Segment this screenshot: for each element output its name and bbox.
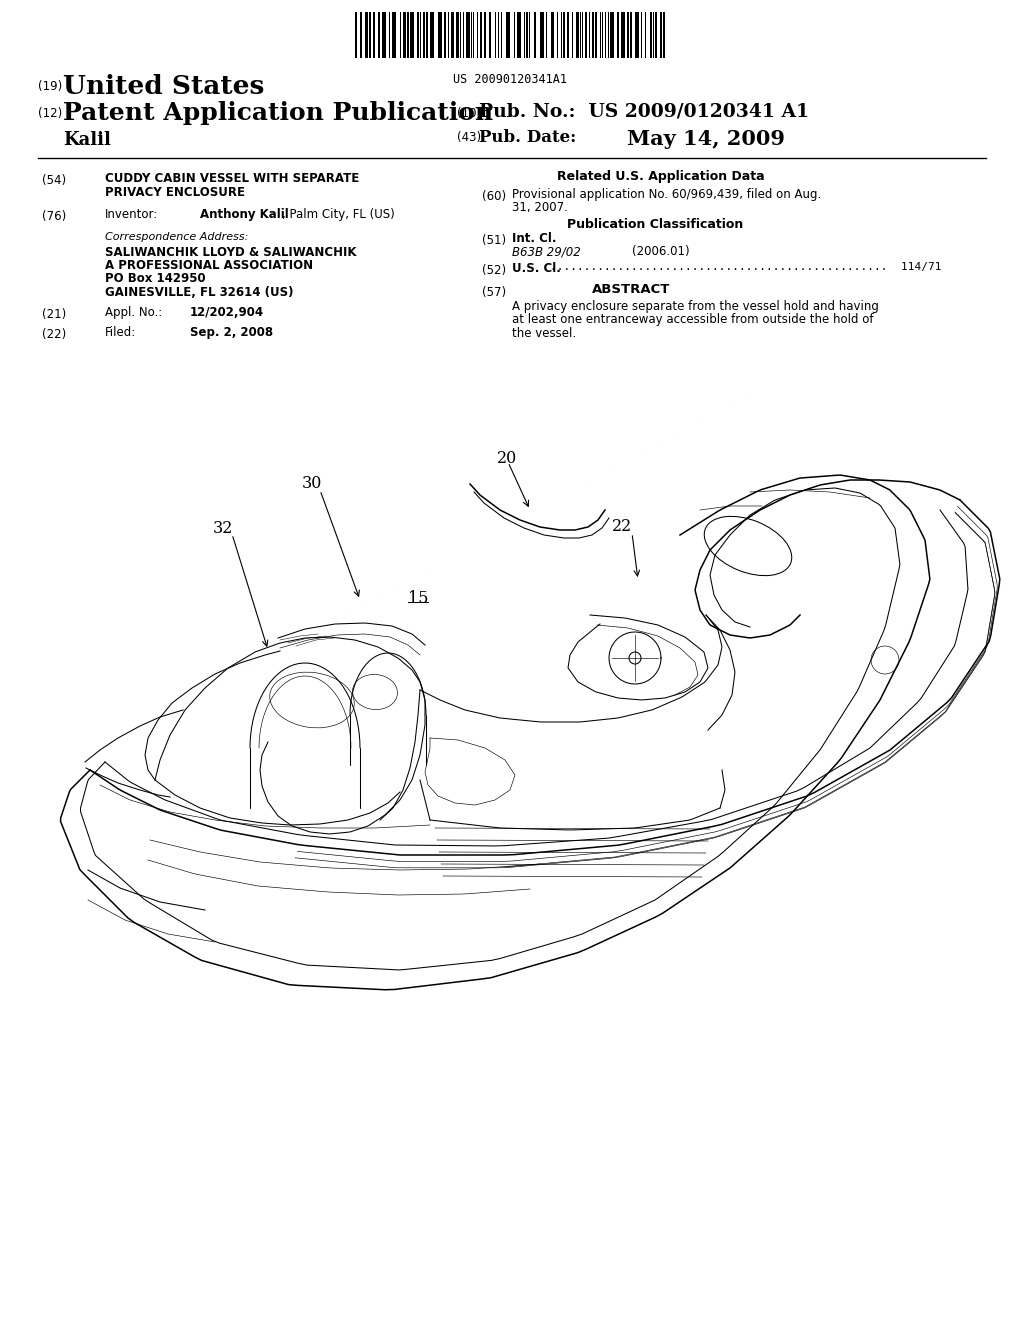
Bar — [456, 12, 459, 58]
Text: (21): (21) — [42, 308, 67, 321]
Bar — [438, 12, 442, 58]
Text: 22: 22 — [612, 517, 632, 535]
Text: U.S. Cl.: U.S. Cl. — [512, 261, 561, 275]
Bar — [663, 12, 665, 58]
Bar — [660, 12, 662, 58]
Bar — [506, 12, 510, 58]
Text: at least one entranceway accessible from outside the hold of: at least one entranceway accessible from… — [512, 314, 873, 326]
Bar — [650, 12, 652, 58]
Bar — [592, 12, 594, 58]
Text: May 14, 2009: May 14, 2009 — [627, 129, 785, 149]
Text: 20: 20 — [497, 450, 517, 467]
Text: Provisional application No. 60/969,439, filed on Aug.: Provisional application No. 60/969,439, … — [512, 187, 821, 201]
Text: PRIVACY ENCLOSURE: PRIVACY ENCLOSURE — [105, 186, 245, 198]
Bar — [426, 12, 428, 58]
Bar — [410, 12, 414, 58]
Text: (52): (52) — [482, 264, 506, 277]
Text: ..................................................  114/71: ........................................… — [550, 261, 941, 272]
Bar — [526, 12, 528, 58]
Bar — [563, 12, 565, 58]
Text: Patent Application Publication: Patent Application Publication — [63, 102, 494, 125]
Bar — [585, 12, 587, 58]
Text: (54): (54) — [42, 174, 67, 187]
Bar — [378, 12, 380, 58]
Text: ABSTRACT: ABSTRACT — [592, 282, 671, 296]
Text: (12): (12) — [38, 107, 62, 120]
Text: A PROFESSIONAL ASSOCIATION: A PROFESSIONAL ASSOCIATION — [105, 259, 313, 272]
Bar — [610, 12, 614, 58]
Bar — [360, 12, 362, 58]
Text: Inventor:: Inventor: — [105, 209, 159, 220]
Text: 32: 32 — [213, 520, 233, 537]
Text: (60): (60) — [482, 190, 506, 203]
Bar — [466, 12, 470, 58]
Text: , Palm City, FL (US): , Palm City, FL (US) — [282, 209, 394, 220]
Bar — [567, 12, 569, 58]
Text: 31, 2007.: 31, 2007. — [512, 202, 568, 214]
Bar — [480, 12, 482, 58]
Text: Correspondence Address:: Correspondence Address: — [105, 232, 249, 242]
Text: (22): (22) — [42, 327, 67, 341]
Bar — [365, 12, 368, 58]
Text: Int. Cl.: Int. Cl. — [512, 232, 556, 246]
Text: A privacy enclosure separate from the vessel hold and having: A privacy enclosure separate from the ve… — [512, 300, 879, 313]
Text: US 20090120341A1: US 20090120341A1 — [453, 73, 567, 86]
Text: (19): (19) — [38, 81, 62, 92]
Bar — [444, 12, 446, 58]
Text: (2006.01): (2006.01) — [632, 246, 689, 259]
Bar — [534, 12, 536, 58]
Text: Publication Classification: Publication Classification — [567, 218, 743, 231]
Bar — [407, 12, 409, 58]
Bar — [517, 12, 521, 58]
Text: United States: United States — [63, 74, 264, 99]
Bar — [630, 12, 632, 58]
Bar — [551, 12, 554, 58]
Text: B63B 29/02: B63B 29/02 — [512, 246, 581, 259]
Bar — [655, 12, 657, 58]
Bar — [430, 12, 434, 58]
Bar — [417, 12, 419, 58]
Bar — [627, 12, 629, 58]
Bar — [617, 12, 618, 58]
Bar — [484, 12, 486, 58]
Text: Pub. No.:  US 2009/0120341 A1: Pub. No.: US 2009/0120341 A1 — [479, 103, 809, 121]
Bar — [540, 12, 544, 58]
Text: Pub. Date:: Pub. Date: — [479, 129, 577, 147]
Text: Appl. No.:: Appl. No.: — [105, 306, 162, 319]
Bar — [621, 12, 625, 58]
Text: (76): (76) — [42, 210, 67, 223]
Text: CUDDY CABIN VESSEL WITH SEPARATE: CUDDY CABIN VESSEL WITH SEPARATE — [105, 172, 359, 185]
Text: 30: 30 — [302, 475, 323, 492]
Text: (10): (10) — [457, 107, 481, 120]
Bar — [575, 12, 579, 58]
Bar — [382, 12, 386, 58]
Bar — [635, 12, 639, 58]
Bar — [595, 12, 597, 58]
Text: Kalil: Kalil — [63, 131, 111, 149]
Bar — [369, 12, 371, 58]
Bar — [403, 12, 406, 58]
Bar — [489, 12, 490, 58]
Text: Filed:: Filed: — [105, 326, 136, 339]
Text: (43): (43) — [457, 131, 481, 144]
Text: (51): (51) — [482, 234, 506, 247]
Text: (57): (57) — [482, 286, 506, 300]
Text: PO Box 142950: PO Box 142950 — [105, 272, 206, 285]
Text: 12/202,904: 12/202,904 — [190, 306, 264, 319]
Bar — [392, 12, 396, 58]
Bar — [373, 12, 375, 58]
Text: GAINESVILLE, FL 32614 (US): GAINESVILLE, FL 32614 (US) — [105, 286, 294, 300]
Text: Related U.S. Application Data: Related U.S. Application Data — [557, 170, 765, 183]
Bar — [355, 12, 357, 58]
Bar — [423, 12, 425, 58]
Text: Sep. 2, 2008: Sep. 2, 2008 — [190, 326, 273, 339]
Text: Anthony Kalil: Anthony Kalil — [200, 209, 289, 220]
Text: the vessel.: the vessel. — [512, 327, 577, 341]
Text: 15: 15 — [408, 590, 428, 607]
Text: SALIWANCHIK LLOYD & SALIWANCHIK: SALIWANCHIK LLOYD & SALIWANCHIK — [105, 246, 356, 259]
Bar — [451, 12, 454, 58]
